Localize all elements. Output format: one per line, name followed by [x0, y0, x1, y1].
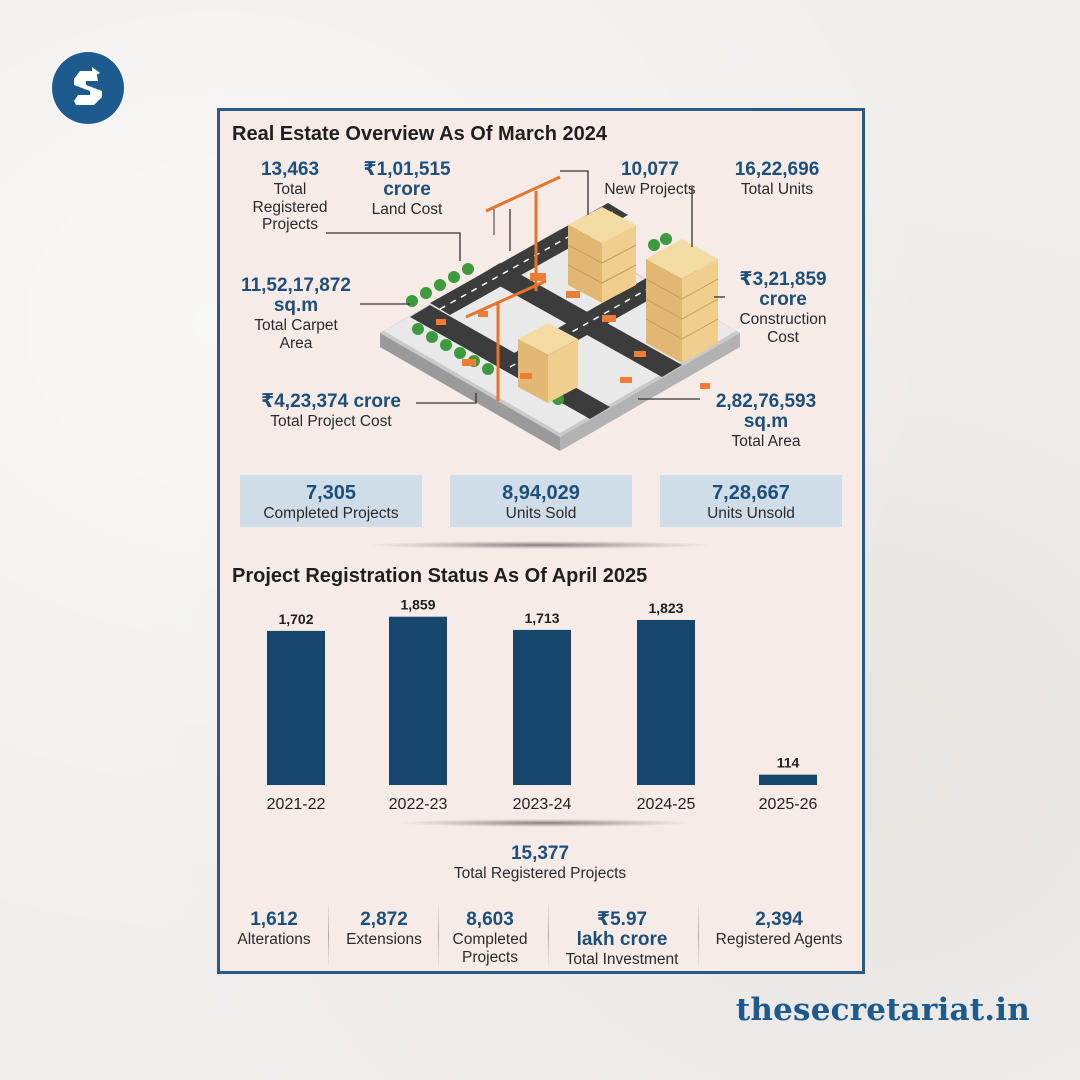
completed-projects-stat: 8,603 Completed Projects	[442, 909, 538, 966]
box-label: Completed Projects	[263, 505, 399, 522]
box-label: Units Sold	[505, 505, 577, 522]
bar-category-label: 2025-26	[759, 796, 818, 813]
bar-2022-23	[389, 616, 447, 785]
extensions-label: Extensions	[346, 930, 422, 948]
construction-cost-label: Construction Cost	[739, 310, 827, 346]
project-cost-label: Total Project Cost	[270, 412, 392, 430]
total-units-value: 16,22,696	[734, 159, 820, 180]
carpet-area-label: Total Carpet Area	[254, 316, 338, 352]
construction-cost-stat: ₹3,21,859 crore Construction Cost	[726, 269, 840, 346]
total-units-stat: 16,22,696 Total Units	[714, 159, 840, 199]
site-brand[interactable]: thesecretariat.in	[735, 992, 1030, 1028]
bar-2023-24	[513, 629, 571, 785]
box-label: Units Unsold	[707, 505, 795, 522]
box-value: 8,94,029	[502, 482, 580, 504]
section-divider-shadow	[370, 541, 710, 549]
total-investment-unit: lakh crore	[576, 928, 668, 950]
registered-agents-label: Registered Agents	[715, 930, 843, 948]
isometric-city-construction-illustration	[380, 175, 740, 451]
new-projects-label: New Projects	[604, 180, 696, 198]
registered-agents-value: 2,394	[755, 909, 803, 930]
project-cost-value: ₹4,23,374 crore	[261, 391, 401, 412]
completed-projects-value: 8,603	[466, 909, 514, 930]
completed-projects-box: 7,305 Completed Projects	[240, 475, 422, 527]
stat-separator	[548, 901, 549, 969]
stat-separator	[698, 901, 699, 969]
bar-2025-26	[759, 774, 817, 785]
bar-category-label: 2022-23	[389, 796, 448, 813]
land-cost-stat: ₹1,01,515 crore Land Cost	[352, 159, 462, 219]
alterations-value: 1,612	[250, 909, 298, 930]
land-cost-value: ₹1,01,515	[363, 159, 451, 180]
alterations-stat: 1,612 Alterations	[226, 909, 322, 949]
total-registered-label: Total Registered Projects	[453, 864, 627, 882]
carpet-area-stat: 11,52,17,872 sq.m Total Carpet Area	[234, 275, 358, 352]
extensions-value: 2,872	[360, 909, 408, 930]
bar-category-label: 2024-25	[637, 796, 696, 813]
stat-separator	[328, 901, 329, 969]
bar-category-label: 2023-24	[513, 796, 572, 813]
bar-value-label: 1,859	[400, 597, 435, 613]
bar-2024-25	[637, 619, 695, 785]
construction-cost-value: ₹3,21,859	[739, 269, 827, 290]
extensions-stat: 2,872 Extensions	[334, 909, 434, 949]
box-value: 7,305	[305, 482, 357, 504]
chart-title: Project Registration Status As Of April …	[232, 565, 648, 587]
alterations-label: Alterations	[237, 930, 311, 948]
infographic-panel: Real Estate Overview As Of March 2024	[217, 108, 865, 974]
box-value: 7,28,667	[712, 482, 790, 504]
total-area-stat: 2,82,76,593 sq.m Total Area	[700, 391, 832, 451]
total-registered-value: 15,377	[510, 843, 570, 864]
units-unsold-box: 7,28,667 Units Unsold	[660, 475, 842, 527]
total-units-label: Total Units	[740, 180, 814, 198]
bar-2021-22	[267, 630, 325, 785]
connector-lines	[326, 170, 725, 404]
stat-separator	[438, 901, 439, 969]
bar-category-label: 2021-22	[267, 796, 326, 813]
carpet-area-unit: sq.m	[273, 294, 319, 316]
land-cost-label: Land Cost	[371, 200, 443, 218]
registered-agents-stat: 2,394 Registered Agents	[704, 909, 854, 949]
total-investment-stat: ₹5.97 lakh crore Total Investment	[552, 909, 692, 969]
total-investment-value: ₹5.97	[596, 909, 648, 930]
total-area-label: Total Area	[731, 432, 801, 450]
new-projects-value: 10,077	[620, 159, 680, 180]
total-area-unit: sq.m	[743, 410, 789, 432]
units-sold-box: 8,94,029 Units Sold	[450, 475, 632, 527]
bar-value-label: 1,823	[648, 600, 683, 616]
total-area-value: 2,82,76,593	[715, 391, 817, 412]
completed-projects-label: Completed Projects	[452, 930, 528, 966]
carpet-area-value: 11,52,17,872	[241, 275, 351, 296]
total-investment-label: Total Investment	[565, 950, 679, 968]
overview-title: Real Estate Overview As Of March 2024	[232, 123, 607, 145]
secretariat-s-logo-icon	[52, 52, 124, 124]
registered-projects-label: Total Registered Projects	[252, 180, 328, 234]
bar-value-label: 1,713	[524, 610, 559, 626]
registration-bar-chart: 1,702 2021-22 1,859 2022-23 1,713 2023-24 1,82…	[267, 597, 818, 813]
registered-projects-stat: 13,463 Total Registered Projects	[240, 159, 340, 234]
new-projects-stat: 10,077 New Projects	[604, 159, 696, 199]
bar-value-label: 1,702	[278, 611, 313, 627]
land-cost-unit: crore	[383, 178, 431, 200]
total-registered-stat: 15,377 Total Registered Projects	[420, 843, 660, 883]
project-cost-stat: ₹4,23,374 crore Total Project Cost	[244, 391, 418, 431]
bar-value-label: 114	[777, 755, 800, 771]
chart-divider-shadow	[400, 819, 690, 827]
construction-cost-unit: crore	[759, 288, 807, 310]
registered-projects-value: 13,463	[260, 159, 320, 180]
